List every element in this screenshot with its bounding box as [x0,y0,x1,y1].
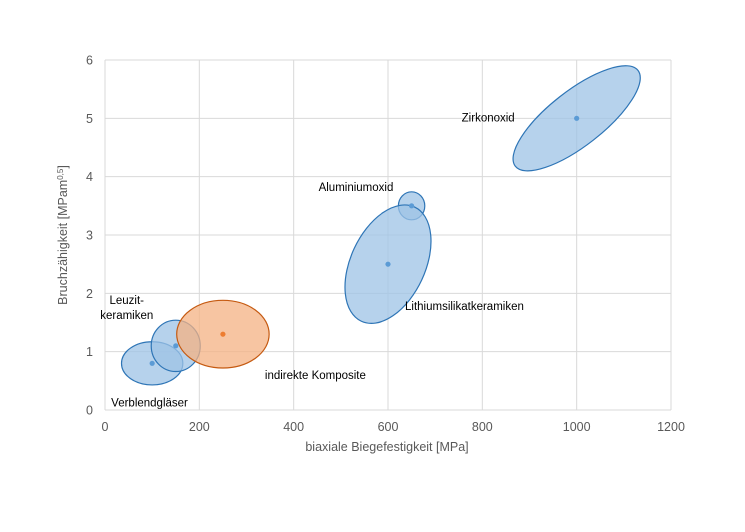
x-tick-label: 800 [472,420,493,434]
y-axis-title-main: Bruchzähigkeit [MPam [56,180,70,305]
data-label: indirekte Komposite [265,370,366,382]
y-tick-label: 2 [86,287,93,301]
data-label: Lithiumsilikatkeramiken [405,301,524,313]
point-layer [149,115,580,366]
y-axis-title-superscript: 0,5 [56,168,65,180]
y-tick-label: 4 [86,170,93,184]
y-tick-label: 6 [86,54,93,68]
y-tick-label: 1 [86,345,93,359]
x-tick-label: 1000 [563,420,591,434]
data-label: Zirkonoxid [462,112,515,124]
label-layer: Verblendgläser Leuzit-keramiken indirekte … [100,112,524,409]
data-point [220,331,226,337]
data-point [149,360,155,366]
data-label: Verblendgläser [111,397,188,409]
data-label: Leuzit- [109,295,144,307]
x-tick-label: 200 [189,420,210,434]
data-point [408,203,415,209]
y-tick-label: 3 [86,229,93,243]
x-tick-label: 1200 [657,420,685,434]
tick-label-layer: 0 200 400 600 800 1000 1200 0 1 2 3 4 5 6 [86,54,685,435]
y-axis-title-end: ] [56,165,70,168]
x-tick-label: 600 [378,420,399,434]
data-label: keramiken [100,310,153,322]
x-axis-title: biaxiale Biegefestigkeit [MPa] [305,440,468,454]
x-tick-label: 400 [283,420,304,434]
data-label: Aluminiumoxid [319,182,394,194]
y-tick-label: 0 [86,404,93,418]
data-point [574,115,580,121]
data-point [385,261,391,267]
data-point [173,343,179,349]
y-tick-label: 5 [86,112,93,126]
x-tick-label: 0 [102,420,109,434]
y-axis-title: Bruchzähigkeit [MPam0,5] [56,165,71,305]
